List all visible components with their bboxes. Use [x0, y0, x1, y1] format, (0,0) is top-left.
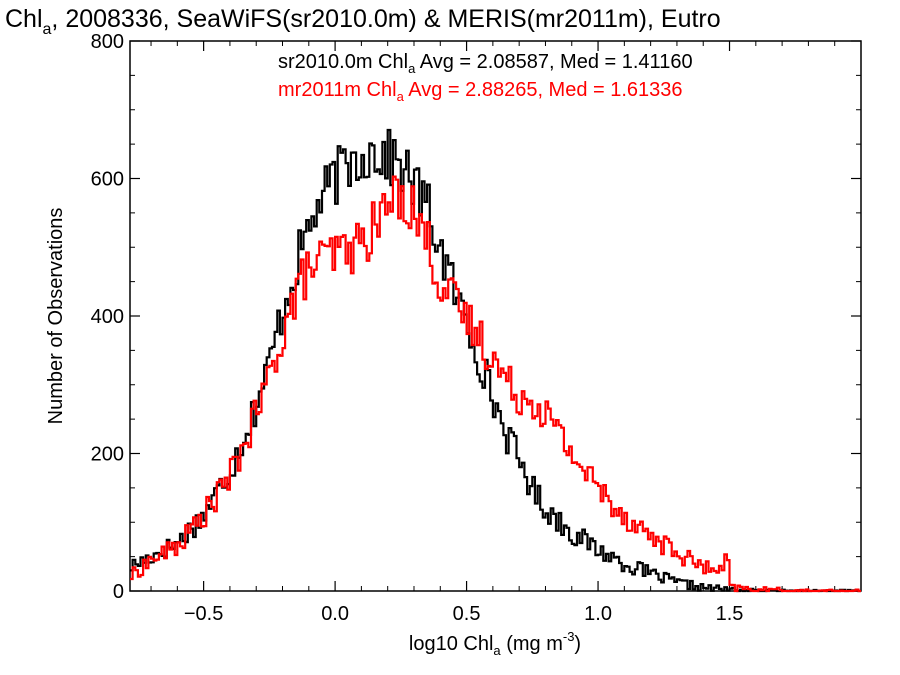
y-tick-label: 600 — [91, 169, 124, 191]
histogram-seawifs — [130, 128, 861, 593]
annotation-seawifs: sr2010.0m Chla Avg = 2.08587, Med = 1.41… — [278, 51, 693, 76]
axis-ticks: −0.5 0.0 0.5 1.0 1.5 0 200 400 600 800 — [91, 31, 861, 625]
annotation-meris: mr2011m Chla Avg = 2.88265, Med = 1.6133… — [278, 79, 683, 104]
histogram-meris — [130, 175, 861, 593]
x-axis-label: log10 Chla (mg m-3) — [409, 629, 581, 658]
chart-title: Chla, 2008336, SeaWiFS(sr2010.0m) & MERI… — [5, 5, 721, 38]
x-tick-label: 0.0 — [321, 603, 349, 625]
x-tick-label: 1.5 — [716, 603, 744, 625]
x-tick-label: −0.5 — [184, 603, 223, 625]
y-axis-label: Number of Observations — [45, 208, 67, 425]
series-layer — [130, 128, 861, 593]
plot-frame — [129, 40, 862, 592]
y-tick-label: 800 — [91, 31, 124, 53]
y-tick-label: 0 — [113, 581, 124, 603]
x-tick-label: 0.5 — [453, 603, 481, 625]
x-tick-label: 1.0 — [584, 603, 612, 625]
y-tick-label: 400 — [91, 306, 124, 328]
y-tick-label: 200 — [91, 444, 124, 466]
